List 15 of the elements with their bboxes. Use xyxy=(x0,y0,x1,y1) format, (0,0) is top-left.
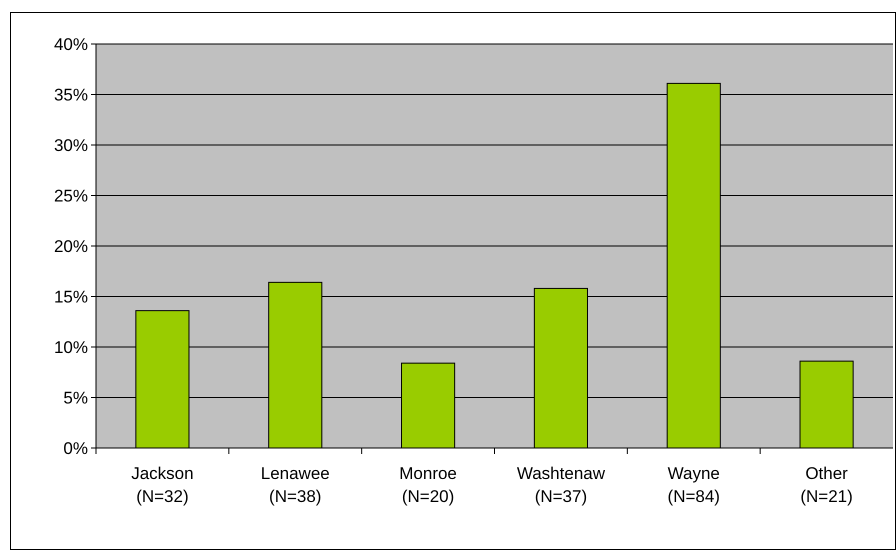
y-tick-label: 20% xyxy=(54,236,88,256)
y-tick-label: 35% xyxy=(54,85,88,104)
x-tick-label: Lenawee (N=38) xyxy=(260,464,330,506)
y-tick-label: 40% xyxy=(54,34,88,54)
y-tick-label: 0% xyxy=(63,438,88,458)
y-tick-label: 25% xyxy=(54,186,88,206)
x-tick-label: Jackson (N=32) xyxy=(131,464,194,506)
x-tick-label: Washtenaw (N=37) xyxy=(516,464,606,506)
y-tick-label: 15% xyxy=(54,287,88,306)
y-tick-label: 5% xyxy=(63,388,88,408)
x-tick-label: Wayne (N=84) xyxy=(668,464,720,506)
y-tick-label: 30% xyxy=(54,136,88,155)
y-tick-label: 10% xyxy=(54,338,88,357)
x-tick-label: Other (N=21) xyxy=(800,464,853,506)
x-tick-label: Monroe (N=20) xyxy=(399,464,457,506)
